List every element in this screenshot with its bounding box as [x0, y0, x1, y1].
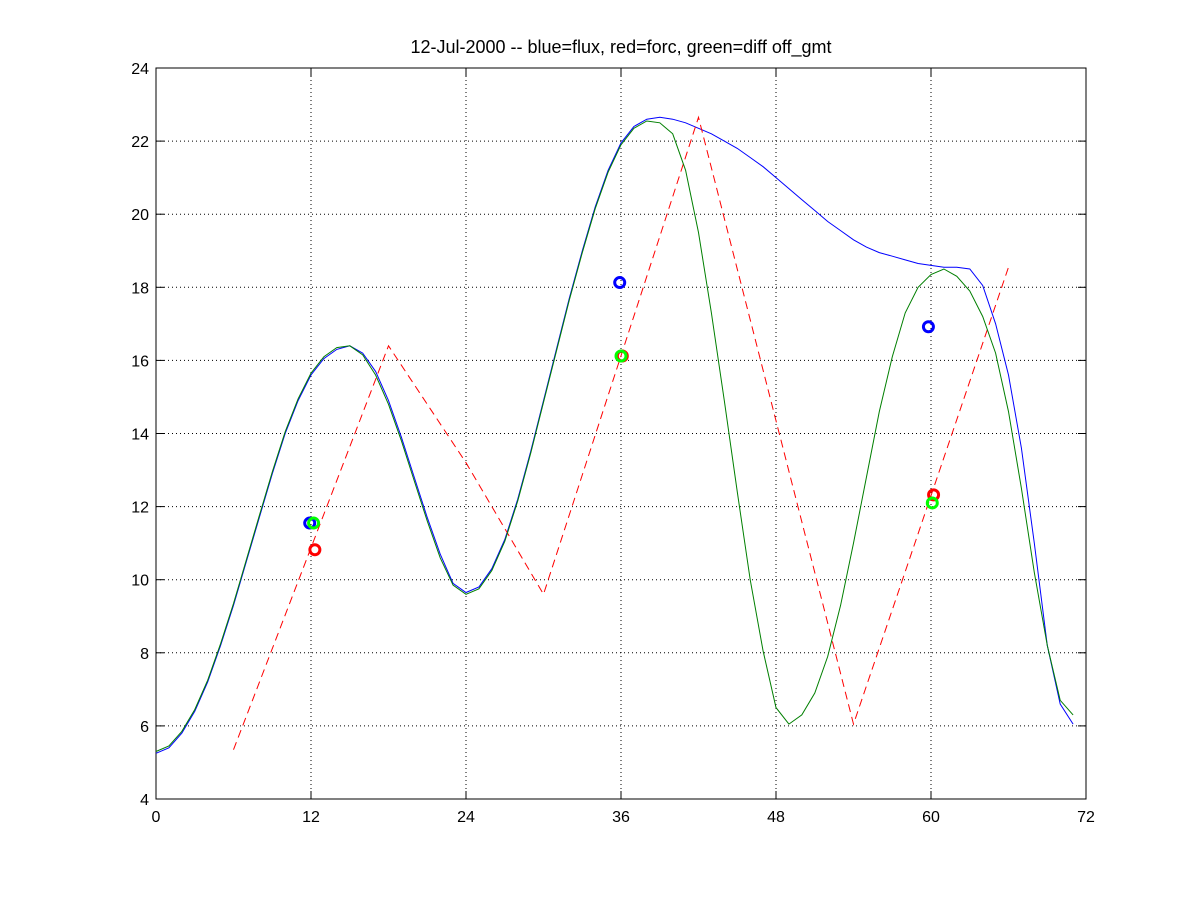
y-tick-label: 18: [131, 280, 149, 297]
y-tick-label: 4: [140, 792, 149, 809]
series-line-2: [233, 115, 1009, 750]
y-tick-label: 24: [131, 61, 149, 78]
axis-ticks: [155, 67, 1087, 800]
tick-labels: 0 12 24 36 48 60 72 4 6 8 10 12 14 16 18 20 22 24: [131, 61, 1095, 826]
data-marker: [614, 349, 628, 363]
data-marker: [307, 516, 321, 530]
data-marker: [927, 488, 941, 502]
series-group: [155, 115, 1074, 754]
x-tick-label: 24: [457, 809, 475, 826]
data-marker: [925, 496, 939, 510]
series-line-1: [155, 116, 1074, 754]
grid-lines: [156, 68, 1086, 799]
data-marker: [921, 320, 935, 334]
y-tick-label: 10: [131, 573, 149, 590]
y-tick-label: 8: [140, 646, 149, 663]
y-tick-label: 14: [131, 427, 149, 444]
x-tick-label: 48: [767, 809, 785, 826]
x-tick-label: 36: [612, 809, 630, 826]
x-tick-label: 60: [922, 809, 940, 826]
y-tick-label: 6: [140, 719, 149, 736]
data-marker: [613, 276, 627, 290]
x-tick-label: 0: [152, 809, 161, 826]
y-tick-label: 20: [131, 207, 149, 224]
y-tick-label: 16: [131, 353, 149, 370]
x-tick-label: 12: [302, 809, 320, 826]
y-tick-label: 22: [131, 134, 149, 151]
chart-title: 12-Jul-2000 -- blue=flux, red=forc, gree…: [410, 37, 831, 58]
data-marker: [308, 543, 322, 557]
marker-group: [303, 276, 941, 557]
series-line-3: [155, 120, 1074, 752]
x-tick-label: 72: [1077, 809, 1095, 826]
y-tick-label: 12: [131, 500, 149, 517]
